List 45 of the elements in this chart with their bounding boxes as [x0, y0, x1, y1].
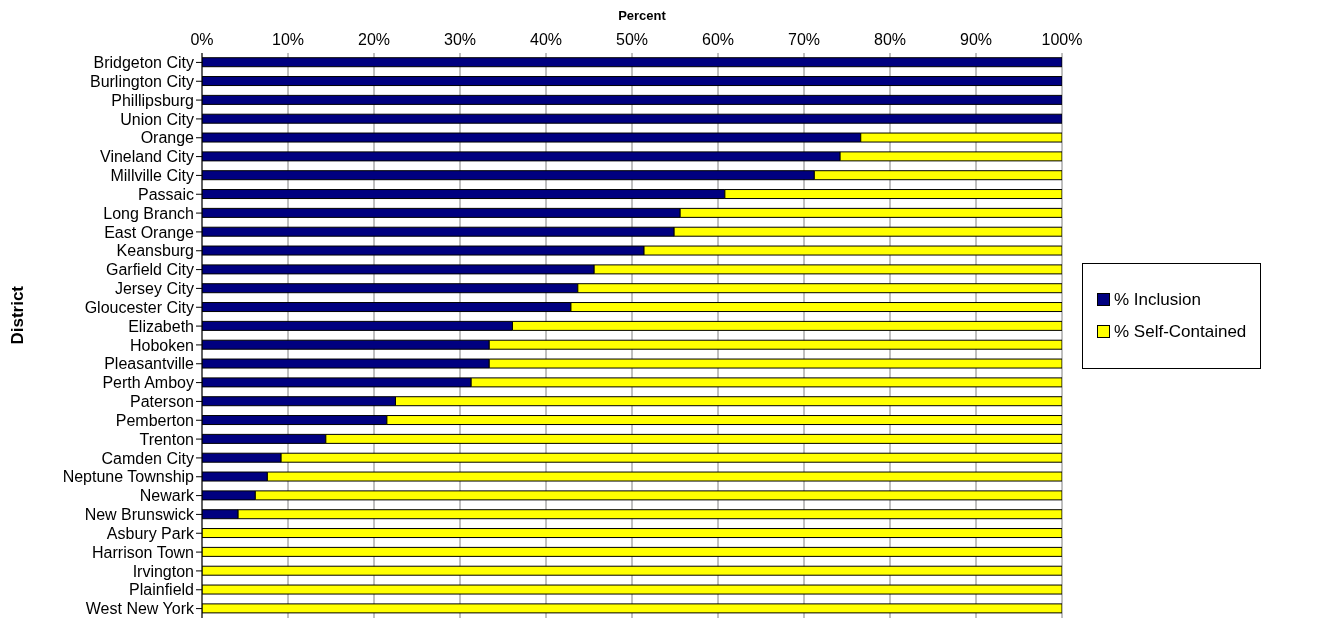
- y-tick-label: Jersey City: [114, 280, 194, 298]
- y-axis-title: District: [8, 286, 28, 345]
- x-tick-label: 30%: [443, 31, 477, 48]
- x-tick-label: 100%: [1041, 31, 1083, 48]
- y-tick-label: Newark: [139, 487, 195, 505]
- x-tick-label: 40%: [529, 31, 563, 48]
- y-tick-label: Perth Amboy: [102, 374, 194, 392]
- y-tick-label: East Orange: [104, 223, 195, 241]
- y-tick-label: Paterson: [129, 393, 194, 411]
- y-tick-label: Orange: [140, 129, 195, 147]
- x-tick-label: 10%: [271, 31, 305, 48]
- y-tick-label: Elizabeth: [128, 317, 194, 335]
- y-tick-label: Phillipsburg: [111, 91, 194, 109]
- x-tick-label: 80%: [873, 31, 907, 48]
- x-tick-label: 70%: [787, 31, 821, 48]
- y-tick-label: Keansburg: [116, 242, 194, 260]
- y-tick-label: Harrison Town: [92, 543, 194, 561]
- y-tick-label: Bridgeton City: [93, 54, 194, 72]
- y-tick-label: Pemberton: [115, 411, 194, 429]
- x-tick-label: 60%: [701, 31, 735, 48]
- x-tick-label: 90%: [959, 31, 993, 48]
- y-tick-label: Vineland City: [100, 148, 194, 166]
- x-tick-label: 50%: [615, 31, 649, 48]
- y-tick-label: Irvington: [132, 562, 194, 580]
- y-tick-label: Hoboken: [129, 336, 194, 354]
- y-tick-label: New Brunswick: [84, 506, 195, 524]
- y-tick-label: Pleasantville: [104, 355, 195, 373]
- y-tick-label: Gloucester City: [84, 298, 194, 316]
- y-tick-label: Plainfield: [129, 581, 194, 599]
- legend-label: % Inclusion: [1114, 289, 1201, 310]
- y-tick-label: Camden City: [101, 449, 194, 467]
- y-tick-label: Burlington City: [89, 72, 194, 90]
- x-tick-label: 0%: [190, 31, 214, 48]
- y-tick-label: Trenton: [139, 430, 194, 448]
- x-axis-title: Percent: [617, 8, 667, 23]
- y-tick-label: Neptune Township: [62, 468, 195, 486]
- y-tick-label: Millville City: [110, 167, 194, 185]
- y-tick-label: Union City: [120, 110, 194, 128]
- y-tick-label: Garfield City: [105, 261, 194, 279]
- y-tick-label: West New York: [85, 600, 195, 618]
- y-tick-label: Passaic: [137, 185, 194, 203]
- y-tick-label: Asbury Park: [106, 524, 195, 542]
- x-tick-label: 20%: [357, 31, 391, 48]
- legend-label: % Self-Contained: [1114, 321, 1247, 342]
- y-tick-label: Long Branch: [103, 204, 194, 222]
